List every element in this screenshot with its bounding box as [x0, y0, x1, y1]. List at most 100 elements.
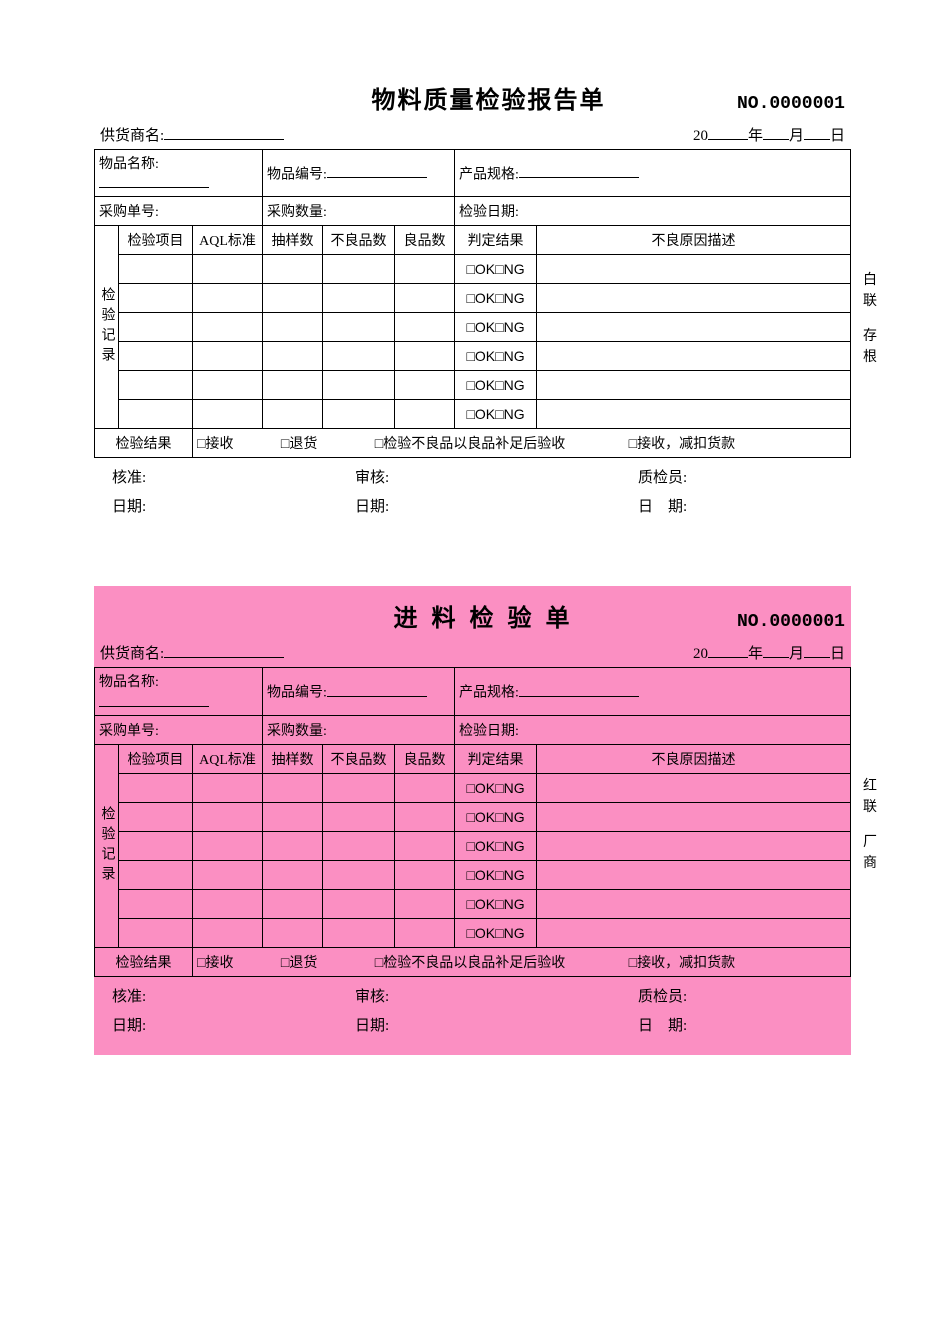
form-table: 物品名称: 物品编号: 产品规格: 采购单号: 采购数量: 检验日期: 检验记录… [94, 667, 851, 977]
sig-qc: 质检员: [558, 985, 841, 1006]
date-field: 20年月日 [693, 123, 845, 145]
signature-row-1: 核准: 审核: 质检员: [94, 458, 851, 487]
item-name-cell: 物品名称: [95, 149, 263, 197]
supplier-underline[interactable] [164, 641, 284, 658]
col-reason: 不良原因描述 [537, 226, 851, 255]
result-cell[interactable]: □OK□NG [455, 802, 537, 831]
po-qty-cell: 采购数量: [263, 715, 455, 744]
info-row-1: 物品名称: 物品编号: 产品规格: [95, 668, 851, 716]
side-note-white: 白联 存根 [861, 270, 879, 382]
sig-qc: 质检员: [558, 466, 841, 487]
form-white: 物料质量检验报告单 NO.0000001 供货商名: 20年月日 物品名称: 物 [94, 80, 851, 516]
data-row: □OK□NG [95, 860, 851, 889]
signature-row-1: 核准: 审核: 质检员: [94, 977, 851, 1006]
item-name-underline[interactable] [99, 691, 209, 707]
year-underline[interactable] [708, 641, 748, 658]
sig-review: 审核: [315, 985, 558, 1006]
data-row: □OK□NG [95, 255, 851, 284]
spec-underline[interactable] [519, 163, 639, 179]
date-field: 20年月日 [693, 641, 845, 663]
result-cell[interactable]: □OK□NG [455, 889, 537, 918]
form-white-inner: 物料质量检验报告单 NO.0000001 供货商名: 20年月日 物品名称: 物 [94, 80, 851, 516]
col-good: 良品数 [395, 226, 455, 255]
result-cell[interactable]: □OK□NG [455, 371, 537, 400]
day-underline[interactable] [804, 123, 830, 140]
po-qty-cell: 采购数量: [263, 197, 455, 226]
data-row: □OK□NG [95, 371, 851, 400]
conclusion-options[interactable]: □接收 □退货 □检验不良品以良品补足后验收 □接收，减扣货款 [193, 947, 851, 976]
data-row: □OK□NG [95, 284, 851, 313]
title: 进料检验单 [100, 598, 737, 633]
col-sample: 抽样数 [263, 226, 323, 255]
spec-cell: 产品规格: [455, 668, 851, 716]
data-row: □OK□NG [95, 313, 851, 342]
sig-date2: 日期: [315, 495, 558, 516]
col-result: 判定结果 [455, 744, 537, 773]
insp-date-cell: 检验日期: [455, 715, 851, 744]
col-result: 判定结果 [455, 226, 537, 255]
result-cell[interactable]: □OK□NG [455, 400, 537, 429]
conclusion-options[interactable]: □接收 □退货 □检验不良品以良品补足后验收 □接收，减扣货款 [193, 429, 851, 458]
form-pink: 进料检验单 NO.0000001 供货商名: 20年月日 物品名称: 物品编号: [94, 586, 851, 1054]
spec-cell: 产品规格: [455, 149, 851, 197]
title: 物料质量检验报告单 [100, 80, 737, 115]
spec-underline[interactable] [519, 681, 639, 697]
result-cell[interactable]: □OK□NG [455, 773, 537, 802]
sig-date3: 日 期: [558, 495, 841, 516]
form-pink-inner: 进料检验单 NO.0000001 供货商名: 20年月日 物品名称: 物品编号: [94, 598, 851, 1042]
result-cell[interactable]: □OK□NG [455, 284, 537, 313]
po-no-cell: 采购单号: [95, 715, 263, 744]
info-row-2: 采购单号: 采购数量: 检验日期: [95, 197, 851, 226]
item-code-cell: 物品编号: [263, 668, 455, 716]
result-cell[interactable]: □OK□NG [455, 831, 537, 860]
year-underline[interactable] [708, 123, 748, 140]
supplier-underline[interactable] [164, 123, 284, 140]
form-no: NO.0000001 [737, 612, 845, 632]
data-row: □OK□NG [95, 773, 851, 802]
conclusion-label: 检验结果 [95, 429, 193, 458]
header-row: 检验记录 检验项目 AQL标准 抽样数 不良品数 良品数 判定结果 不良原因描述 [95, 744, 851, 773]
col-item: 检验项目 [119, 226, 193, 255]
sig-approve: 核准: [112, 985, 315, 1006]
item-name-underline[interactable] [99, 173, 209, 189]
col-item: 检验项目 [119, 744, 193, 773]
result-cell[interactable]: □OK□NG [455, 255, 537, 284]
sig-date3: 日 期: [558, 1014, 841, 1035]
supplier-field: 供货商名: [100, 641, 284, 663]
signature-row-2: 日期: 日期: 日 期: [94, 487, 851, 516]
supplier-field: 供货商名: [100, 123, 284, 145]
sig-date1: 日期: [112, 1014, 315, 1035]
conclusion-label: 检验结果 [95, 947, 193, 976]
item-code-cell: 物品编号: [263, 149, 455, 197]
col-defect: 不良品数 [323, 226, 395, 255]
data-row: □OK□NG [95, 400, 851, 429]
item-code-underline[interactable] [327, 163, 427, 179]
result-cell[interactable]: □OK□NG [455, 342, 537, 371]
page: 物料质量检验报告单 NO.0000001 供货商名: 20年月日 物品名称: 物 [0, 0, 945, 1055]
side-note-pink: 红联 厂商 [861, 776, 879, 888]
item-code-underline[interactable] [327, 681, 427, 697]
form-table: 物品名称: 物品编号: 产品规格: 采购单号: 采购数量: 检验日期: 检验记录… [94, 149, 851, 459]
sig-date1: 日期: [112, 495, 315, 516]
result-cell[interactable]: □OK□NG [455, 860, 537, 889]
col-aql: AQL标准 [193, 226, 263, 255]
sig-approve: 核准: [112, 466, 315, 487]
supplier-row: 供货商名: 20年月日 [94, 639, 851, 667]
month-underline[interactable] [763, 123, 789, 140]
data-row: □OK□NG [95, 918, 851, 947]
record-vertical-label: 检验记录 [95, 744, 119, 947]
supplier-row: 供货商名: 20年月日 [94, 121, 851, 149]
data-row: □OK□NG [95, 342, 851, 371]
po-no-cell: 采购单号: [95, 197, 263, 226]
col-sample: 抽样数 [263, 744, 323, 773]
result-cell[interactable]: □OK□NG [455, 313, 537, 342]
signature-row-2: 日期: 日期: 日 期: [94, 1006, 851, 1043]
data-row: □OK□NG [95, 831, 851, 860]
col-good: 良品数 [395, 744, 455, 773]
data-row: □OK□NG [95, 889, 851, 918]
title-row: 进料检验单 NO.0000001 [94, 598, 851, 633]
sig-review: 审核: [315, 466, 558, 487]
month-underline[interactable] [763, 641, 789, 658]
day-underline[interactable] [804, 641, 830, 658]
result-cell[interactable]: □OK□NG [455, 918, 537, 947]
